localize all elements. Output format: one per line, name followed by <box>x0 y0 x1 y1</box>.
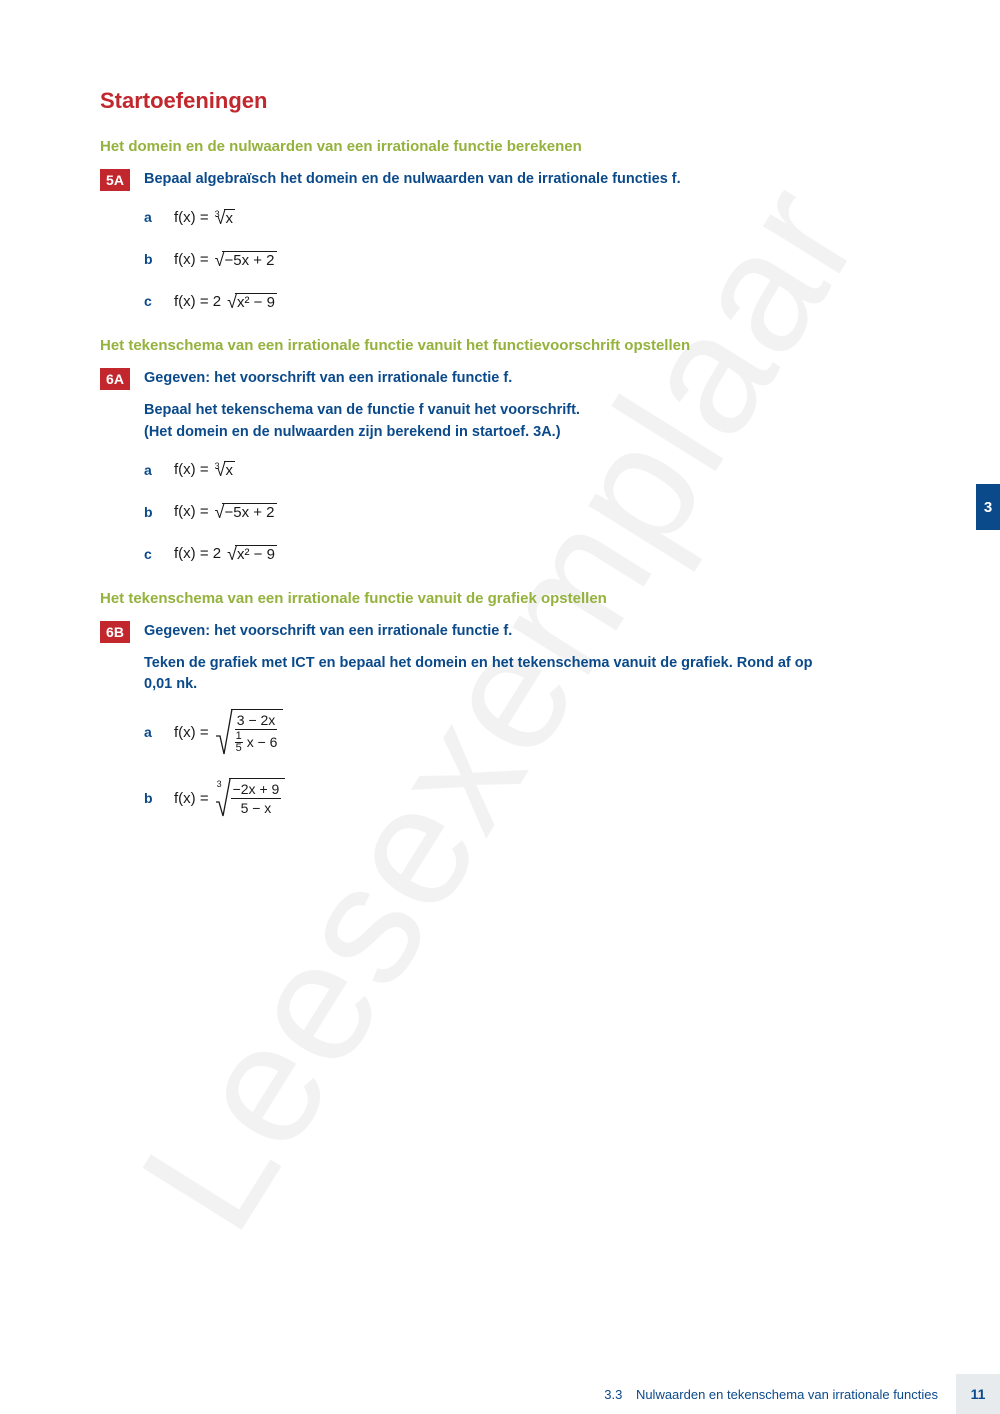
root-expression: √ −5x + 2 <box>215 501 277 522</box>
section-subtitle: Het domein en de nulwaarden van een irra… <box>100 138 900 155</box>
footer-section-title: Nulwaarden en tekenschema van irrational… <box>636 1387 938 1402</box>
fraction-denominator: 1 5 x − 6 <box>233 730 280 754</box>
root-expression: 3 √ x <box>215 459 235 480</box>
root-index: 3 <box>217 779 222 789</box>
radicand-fraction: 3 − 2x 1 5 x − 6 <box>231 709 284 756</box>
formula-prefix: f(x) = <box>174 251 209 268</box>
page-footer: 3.3 Nulwaarden en tekenschema van irrati… <box>604 1374 1000 1414</box>
subitem: b f(x) = √ −5x + 2 <box>144 245 900 273</box>
exercise-row: 6B Gegeven: het voorschrift van een irra… <box>100 621 900 643</box>
formula: f(x) = 3 −2x + 9 5 − x <box>174 778 285 818</box>
formula: f(x) = √ −5x + 2 <box>174 501 277 522</box>
root-expression: 3 − 2x 1 5 x − 6 <box>215 708 284 756</box>
small-fraction-bot: 5 <box>235 743 243 754</box>
radicand: x² − 9 <box>235 545 277 564</box>
root-expression: 3 −2x + 9 5 − x <box>215 778 286 818</box>
subitem-label: b <box>144 790 174 806</box>
formula-prefix: f(x) = <box>174 209 209 226</box>
radicand: −5x + 2 <box>222 251 276 270</box>
subitem-label: b <box>144 251 174 267</box>
formula-prefix: f(x) = <box>174 790 209 807</box>
footer-page-number: 11 <box>956 1374 1000 1414</box>
fraction-numerator: 3 − 2x <box>235 712 278 730</box>
formula-prefix: f(x) = <box>174 503 209 520</box>
subitem-label: c <box>144 546 174 562</box>
subitem-label: c <box>144 293 174 309</box>
formula-prefix: f(x) = <box>174 724 209 741</box>
subitem: b f(x) = √ −5x + 2 <box>144 498 900 526</box>
exercise-instruction-extra: Bepaal het tekenschema van de functie f … <box>144 400 900 444</box>
fraction-numerator: −2x + 9 <box>231 781 282 799</box>
formula: f(x) = 2 √ x² − 9 <box>174 543 277 564</box>
exercise-row: 5A Bepaal algebraïsch het domein en de n… <box>100 169 900 191</box>
subitem-label: a <box>144 209 174 225</box>
formula-prefix: f(x) = 2 <box>174 293 221 310</box>
footer-text: 3.3 Nulwaarden en tekenschema van irrati… <box>604 1387 956 1402</box>
subitem: a f(x) = 3 − 2x 1 5 x − 6 <box>144 708 900 756</box>
formula: f(x) = 3 √ x <box>174 207 235 228</box>
section-subtitle: Het tekenschema van een irrationale func… <box>100 337 900 354</box>
exercise-instruction-extra: Teken de grafiek met ICT en bepaal het d… <box>144 653 824 697</box>
subitem: a f(x) = 3 √ x <box>144 203 900 231</box>
formula: f(x) = 3 − 2x 1 5 x − 6 <box>174 708 283 756</box>
radical-icon: √ <box>227 292 237 313</box>
root-expression: √ x² − 9 <box>227 543 277 564</box>
section-subtitle: Het tekenschema van een irrationale func… <box>100 590 900 607</box>
fraction-denominator: 5 − x <box>239 799 274 816</box>
fraction-denominator-rest: x − 6 <box>247 734 278 750</box>
subitem: c f(x) = 2 √ x² − 9 <box>144 540 900 568</box>
formula-prefix: f(x) = <box>174 461 209 478</box>
subitem-list: a f(x) = 3 √ x b f(x) = √ −5x + 2 c <box>144 456 900 568</box>
subitem-label: a <box>144 462 174 478</box>
exercise-badge: 6A <box>100 368 130 390</box>
formula-prefix: f(x) = 2 <box>174 545 221 562</box>
subitem-list: a f(x) = 3 − 2x 1 5 x − 6 <box>144 708 900 822</box>
page-title: Startoefeningen <box>100 88 900 114</box>
formula: f(x) = 3 √ x <box>174 459 235 480</box>
footer-section-number: 3.3 <box>604 1387 622 1402</box>
root-expression: 3 √ x <box>215 207 235 228</box>
radicand-fraction: −2x + 9 5 − x <box>229 778 286 818</box>
subitem: b f(x) = 3 −2x + 9 5 − x <box>144 774 900 822</box>
radicand: −5x + 2 <box>222 503 276 522</box>
small-fraction-top: 1 <box>235 731 243 743</box>
radical-icon: √ <box>227 544 237 565</box>
exercise-instruction: Gegeven: het voorschrift van een irratio… <box>144 368 512 390</box>
subitem-list: a f(x) = 3 √ x b f(x) = √ −5x + 2 c <box>144 203 900 315</box>
subitem: a f(x) = 3 √ x <box>144 456 900 484</box>
formula: f(x) = 2 √ x² − 9 <box>174 291 277 312</box>
root-expression: √ −5x + 2 <box>215 249 277 270</box>
subitem: c f(x) = 2 √ x² − 9 <box>144 287 900 315</box>
radical-icon: √ <box>215 502 225 523</box>
exercise-instruction: Bepaal algebraïsch het domein en de nulw… <box>144 169 681 191</box>
root-expression: √ x² − 9 <box>227 291 277 312</box>
page-content: Startoefeningen Het domein en de nulwaar… <box>0 0 1000 822</box>
exercise-badge: 6B <box>100 621 130 643</box>
exercise-badge: 5A <box>100 169 130 191</box>
radical-icon: √ <box>216 208 226 229</box>
radicand: x² − 9 <box>235 293 277 312</box>
radical-icon: √ <box>215 250 225 271</box>
exercise-instruction: Gegeven: het voorschrift van een irratio… <box>144 621 512 643</box>
small-fraction: 1 5 <box>235 731 243 754</box>
exercise-row: 6A Gegeven: het voorschrift van een irra… <box>100 368 900 390</box>
subitem-label: a <box>144 724 174 740</box>
subitem-label: b <box>144 504 174 520</box>
formula: f(x) = √ −5x + 2 <box>174 249 277 270</box>
radical-icon: √ <box>216 460 226 481</box>
